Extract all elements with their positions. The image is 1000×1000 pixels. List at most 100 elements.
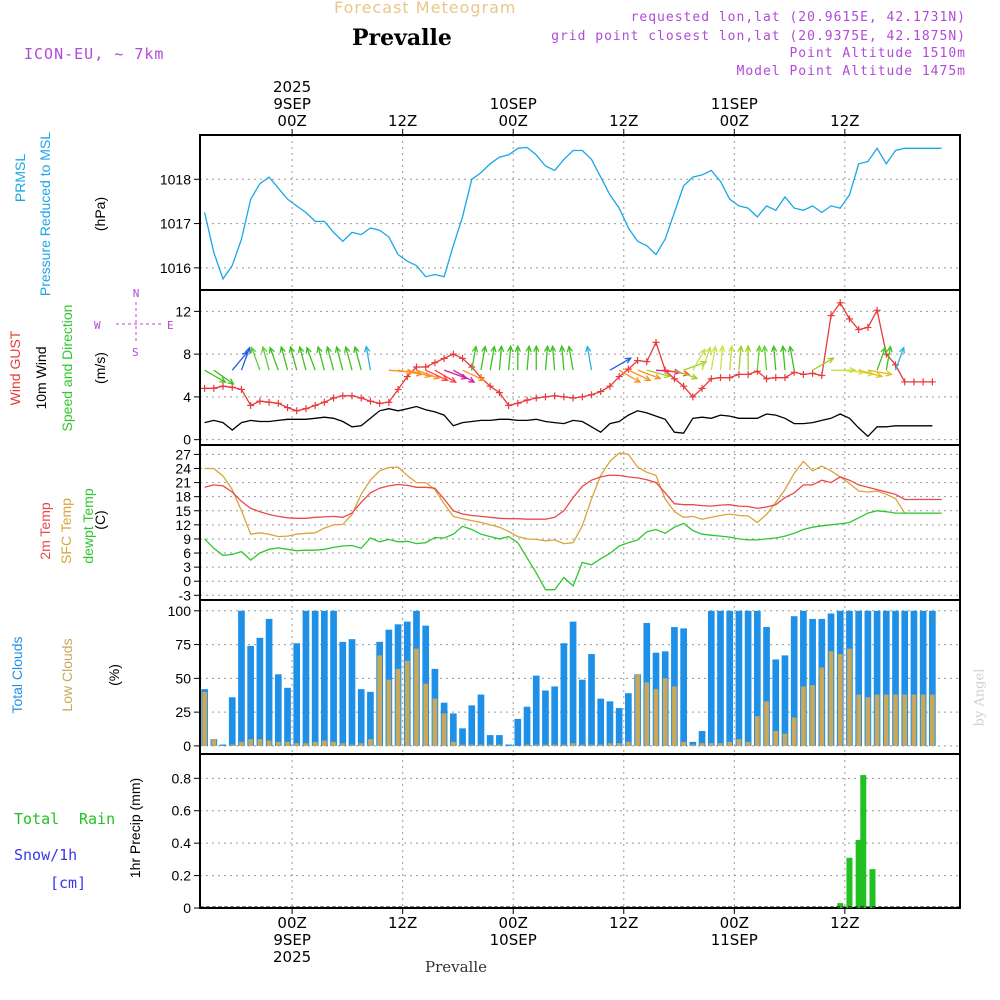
total-cloud-bar — [477, 694, 485, 746]
wind-arrow — [894, 346, 905, 371]
panel-0: 1016 1017 1018 — [160, 134, 961, 291]
wind-arrow — [353, 345, 362, 371]
y-tick-label: 50 — [175, 670, 191, 686]
wind-arrow-head — [471, 345, 479, 353]
low-cloud-bar — [653, 689, 659, 746]
wind-arrow-head — [886, 345, 893, 353]
gust-marker — [772, 374, 780, 382]
low-cloud-bar — [681, 741, 686, 746]
wind-arrow-head — [633, 376, 642, 383]
gust-marker — [873, 306, 881, 314]
wind-arrow — [867, 369, 893, 377]
chart-title: Prevalle — [352, 25, 452, 51]
wind-arrow — [637, 369, 662, 380]
low-cloud-bar — [404, 660, 410, 746]
low-cloud-bar — [414, 648, 419, 746]
gust-marker — [735, 370, 743, 378]
wind-arrow-shaft — [544, 346, 549, 371]
wind-arrow-shaft — [317, 346, 325, 371]
wind-arrow-head — [325, 345, 332, 354]
wind-arrow-head — [624, 357, 633, 364]
gust-marker — [339, 392, 347, 400]
total-cloud-bar — [735, 610, 743, 746]
wind-arrow-shaft — [568, 346, 574, 371]
y-tick-label: 0.4 — [172, 835, 192, 851]
wind-arrow-shaft — [407, 369, 431, 378]
y-tick-label: 0 — [183, 432, 191, 448]
wind-arrow — [543, 344, 551, 371]
wind-arrow-head — [737, 344, 744, 353]
y-tick-label: 0.2 — [172, 868, 192, 884]
wind-arrow-head — [344, 345, 351, 354]
y-tick-label: 1016 — [160, 260, 191, 276]
gust-marker — [670, 375, 678, 383]
rain-bar — [837, 903, 844, 908]
wind-arrow-head — [744, 344, 752, 352]
gust-marker — [486, 382, 494, 390]
wind-arrow — [761, 344, 769, 371]
wind-arrow-head — [787, 345, 795, 353]
wind-arrow-shaft — [738, 346, 742, 371]
total-cloud-bar — [606, 701, 614, 746]
wind-arrow — [497, 344, 505, 371]
wind-arrow-head — [718, 344, 726, 353]
time-label-top: 12Z — [609, 112, 638, 130]
total-cloud-bar — [892, 610, 899, 746]
total-cloud-bar — [855, 610, 863, 746]
low-cloud-bar — [819, 667, 825, 746]
total-cloud-bar — [882, 610, 890, 746]
wind-arrow-shaft — [326, 346, 335, 371]
low-cloud-bar — [432, 698, 438, 746]
low-cloud-bar — [626, 741, 631, 746]
wind-arrow — [876, 346, 887, 371]
wind-arrow — [525, 344, 532, 371]
low-cloud-bar — [497, 744, 502, 746]
gust-marker — [431, 359, 439, 367]
low-cloud-bar — [837, 654, 843, 746]
gust-marker — [901, 378, 909, 386]
wind-arrow-head — [507, 344, 514, 353]
time-label-bottom: 10SEP — [490, 931, 537, 949]
wind-arrow-shaft — [637, 369, 661, 379]
wind-arrow — [858, 369, 884, 379]
gust-marker — [781, 374, 789, 382]
time-label-top: 9SEP — [273, 95, 311, 113]
y-tick-label: 27 — [175, 446, 191, 462]
wind-arrow-head — [875, 371, 884, 379]
low-cloud-bar — [533, 744, 539, 746]
wind-arrow-head — [543, 344, 551, 353]
low-cloud-bar — [469, 744, 475, 746]
wind-arrow-shaft — [710, 346, 717, 371]
gust-marker — [394, 385, 402, 393]
rain-bar — [846, 857, 853, 908]
y-tick-label: 15 — [175, 503, 191, 519]
compass-rose: N — [130, 288, 142, 299]
wind-arrow-head — [699, 348, 706, 356]
gust-marker — [495, 389, 503, 397]
y-tick-label: 24 — [175, 460, 191, 476]
gust-marker — [228, 383, 236, 391]
wind-arrow-shaft — [489, 346, 495, 371]
wind-arrow — [240, 346, 251, 371]
wind-arrow — [297, 345, 307, 371]
gust-marker — [505, 401, 513, 409]
wind-arrow — [363, 345, 372, 371]
wind-arrow-shaft — [692, 349, 706, 371]
wind-arrow — [549, 344, 557, 371]
wind-arrow-shaft — [345, 346, 353, 371]
low-cloud-bar — [570, 743, 576, 746]
wind-arrow-head — [316, 345, 323, 354]
wind-arrow-shaft — [354, 346, 362, 371]
gust-marker — [910, 378, 918, 386]
wind-arrow-shaft — [306, 347, 316, 371]
wind-arrow-shaft — [416, 369, 440, 379]
low-cloud-bar — [285, 741, 290, 746]
wind-arrow — [692, 348, 706, 371]
low-cloud-bar — [616, 743, 622, 746]
total-cloud-bar — [496, 735, 503, 746]
total-cloud-bar — [449, 713, 457, 746]
time-label-top: 00Z — [277, 112, 306, 130]
low-cloud-bar — [801, 686, 806, 746]
total-cloud-bar — [744, 610, 752, 746]
wind-arrow-shaft — [561, 346, 565, 371]
